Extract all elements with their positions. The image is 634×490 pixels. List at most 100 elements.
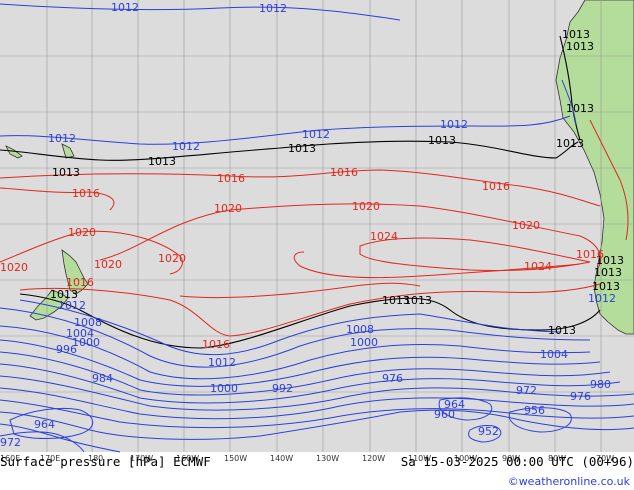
low-pressure-isobars — [0, 3, 634, 453]
isobar-label: 1016 — [72, 187, 100, 200]
isobar-label: 1013 — [428, 134, 456, 147]
isobar-label: 960 — [434, 408, 455, 421]
lon-label: 130W — [316, 454, 339, 463]
isobar-label: 1020 — [512, 219, 540, 232]
isobar-label: 1012 — [208, 356, 236, 369]
isobar-1020-west — [0, 230, 183, 275]
lon-label: 150W — [224, 454, 247, 463]
isobar-label: 996 — [56, 343, 77, 356]
lon-label: 160E — [0, 454, 20, 463]
isobar-label: 1016 — [482, 180, 510, 193]
isobar-1020-inner — [293, 251, 581, 279]
isobar-label: 1020 — [214, 202, 242, 215]
isobar-label: 1012 — [58, 299, 86, 312]
isobar-label: 964 — [444, 398, 465, 411]
isobar-label: 1013 — [566, 40, 594, 53]
lon-label: 70W — [596, 454, 614, 463]
isobar-label: 1013 — [594, 266, 622, 279]
isobar-1012-coast — [561, 79, 577, 125]
fiji-islands — [61, 143, 75, 159]
isobar-label: 1016 — [66, 276, 94, 289]
isobar-1013-coast — [559, 35, 581, 141]
isobar-1020-south — [179, 282, 421, 299]
isobar-label: 1013 — [52, 166, 80, 179]
isobar-964-low-west — [9, 407, 94, 439]
isobar-label: 1013 — [596, 254, 624, 267]
lon-label: 180 — [88, 454, 103, 463]
isobar-label: 1012 — [48, 132, 76, 145]
isobar-label: 1020 — [68, 226, 96, 239]
lat-lon-grid — [0, 0, 634, 452]
isobar-label: 1008 — [346, 323, 374, 336]
isobar-label: 964 — [34, 418, 55, 431]
map-title: Surface pressure [hPa] ECMWF — [0, 454, 211, 469]
lon-label: 170E — [40, 454, 60, 463]
isobar-952-low — [468, 425, 502, 443]
isobar-label: 972 — [516, 384, 537, 397]
isobar-976 — [0, 409, 634, 440]
isobar-1008 — [0, 307, 591, 368]
lon-label: 100W — [454, 454, 477, 463]
isobar-label: 1013 — [404, 294, 432, 307]
isobar-label: 1004 — [540, 348, 568, 361]
longitude-labels: 160E 170E 180 170W 160W 150W 140W 130W 1… — [0, 454, 614, 463]
high-pressure-isobars — [0, 119, 629, 337]
isobar-992 — [0, 363, 621, 404]
isobar-964-low-east — [438, 397, 493, 421]
isobar-label: 1013 — [288, 142, 316, 155]
isobar-label: 1000 — [350, 336, 378, 349]
isobar-1000 — [0, 339, 601, 387]
isobar-1012-top — [0, 3, 401, 21]
valid-time: Sa 15-03-2025 00:00 UTC (00+96) — [401, 454, 634, 469]
isobar-label: 1024 — [524, 260, 552, 273]
isobar-label: 976 — [382, 372, 403, 385]
lon-label: 110W — [408, 454, 431, 463]
isobar-label: 1020 — [94, 258, 122, 271]
isobar-label: 1000 — [72, 336, 100, 349]
isobar-988 — [0, 375, 634, 411]
isobar-label: 1016 — [576, 248, 604, 261]
isobar-1020-mid — [99, 203, 602, 269]
isobar-label: 952 — [478, 425, 499, 438]
isobar-label: 1013 — [556, 137, 584, 150]
lon-label: 80W — [548, 454, 566, 463]
isobar-1016-south — [19, 283, 601, 337]
isobar-label: 1012 — [111, 1, 139, 14]
isobar-label: 1013 — [148, 155, 176, 168]
isobar-label: 1024 — [370, 230, 398, 243]
isobar-label: 1020 — [158, 252, 186, 265]
isobar-label: 1013 — [548, 324, 576, 337]
isobar-label: 992 — [272, 382, 293, 395]
isobar-1016-north — [0, 169, 601, 207]
lon-label: 160W — [176, 454, 199, 463]
isobar-980 — [0, 399, 634, 429]
isobar-1012-south — [19, 299, 561, 356]
isobar-984 — [0, 387, 634, 420]
lon-label: 120W — [362, 454, 385, 463]
isobar-label: 1012 — [440, 118, 468, 131]
isobar-label: 972 — [0, 436, 21, 449]
isobar-1004 — [0, 325, 591, 380]
isobar-label: 980 — [590, 378, 611, 391]
isobar-label: 1016 — [202, 338, 230, 351]
isobar-label: 1000 — [210, 382, 238, 395]
isobar-label: 1016 — [217, 172, 245, 185]
isobar-label: 1016 — [330, 166, 358, 179]
isobar-label: 1020 — [0, 261, 28, 274]
isobar-968-west — [0, 431, 85, 453]
isobar-label: 1012 — [302, 128, 330, 141]
isobar-1016-coast — [589, 119, 629, 241]
isobar-1012-north — [0, 115, 571, 145]
isobar-956-low — [508, 407, 572, 433]
new-zealand-north-island — [61, 249, 89, 295]
isobar-label: 1012 — [259, 2, 287, 15]
isobar-label: 1013 — [382, 294, 410, 307]
isobar-1013-north — [0, 140, 579, 161]
lon-label: 140W — [270, 454, 293, 463]
isobar-label: 1012 — [172, 140, 200, 153]
isobar-label: 956 — [524, 404, 545, 417]
ocean-area — [0, 0, 634, 452]
isobar-label: 1012 — [588, 292, 616, 305]
credit-text: ©weatheronline.co.uk — [508, 475, 631, 488]
